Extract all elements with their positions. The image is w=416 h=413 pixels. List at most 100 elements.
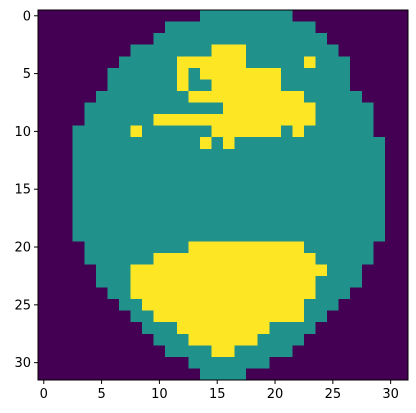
- heatmap-cell: [107, 33, 119, 45]
- heatmap-cell: [339, 357, 351, 369]
- heatmap-cell: [142, 264, 154, 276]
- heatmap-cell: [188, 322, 200, 334]
- heatmap-cell: [396, 288, 408, 300]
- heatmap-cell: [177, 22, 189, 34]
- heatmap-cell: [107, 334, 119, 346]
- heatmap-cell: [385, 126, 397, 138]
- heatmap-cell: [327, 264, 339, 276]
- heatmap-cell: [235, 230, 247, 242]
- heatmap-cell: [281, 276, 293, 288]
- heatmap-cell: [281, 160, 293, 172]
- heatmap-cell: [373, 114, 385, 126]
- heatmap-cell: [385, 160, 397, 172]
- heatmap-cell: [362, 10, 374, 22]
- heatmap-cell: [258, 218, 270, 230]
- heatmap-cell: [38, 22, 50, 34]
- heatmap-cell: [304, 264, 316, 276]
- heatmap-cell: [38, 357, 50, 369]
- heatmap-cell: [258, 45, 270, 57]
- heatmap-cell: [304, 10, 316, 22]
- heatmap-cell: [119, 368, 131, 380]
- heatmap-cell: [61, 137, 73, 149]
- heatmap-cell: [269, 288, 281, 300]
- heatmap-cell: [223, 22, 235, 34]
- heatmap-cell: [339, 114, 351, 126]
- heatmap-cell: [188, 91, 200, 103]
- heatmap-cell: [154, 334, 166, 346]
- heatmap-cell: [107, 230, 119, 242]
- heatmap-cell: [154, 345, 166, 357]
- heatmap-cell: [119, 10, 131, 22]
- heatmap-cell: [316, 288, 328, 300]
- heatmap-cell: [269, 183, 281, 195]
- heatmap-cell: [211, 276, 223, 288]
- heatmap-cell: [38, 183, 50, 195]
- heatmap-cell: [142, 322, 154, 334]
- heatmap-cell: [269, 91, 281, 103]
- heatmap-cell: [223, 137, 235, 149]
- heatmap-cell: [223, 195, 235, 207]
- heatmap-cell: [339, 56, 351, 68]
- heatmap-cell: [292, 288, 304, 300]
- heatmap-cell: [142, 126, 154, 138]
- heatmap-cell: [96, 91, 108, 103]
- heatmap-cell: [246, 91, 258, 103]
- heatmap-cell: [373, 357, 385, 369]
- heatmap-cell: [292, 195, 304, 207]
- heatmap-cell: [350, 10, 362, 22]
- heatmap-cell: [211, 91, 223, 103]
- heatmap-cell: [258, 345, 270, 357]
- heatmap-cell: [235, 114, 247, 126]
- heatmap-cell: [177, 79, 189, 91]
- heatmap-cell: [385, 45, 397, 57]
- heatmap-cell: [292, 137, 304, 149]
- heatmap-cell: [165, 126, 177, 138]
- heatmap-cell: [339, 288, 351, 300]
- heatmap-cell: [281, 137, 293, 149]
- heatmap-cell: [84, 264, 96, 276]
- heatmap-cell: [211, 207, 223, 219]
- heatmap-cell: [177, 91, 189, 103]
- heatmap-cell: [246, 241, 258, 253]
- heatmap-cell: [38, 33, 50, 45]
- heatmap-cell: [327, 288, 339, 300]
- heatmap-cell: [281, 149, 293, 161]
- heatmap-cell: [142, 311, 154, 323]
- x-tick-label: 15: [209, 387, 226, 402]
- heatmap-cell: [211, 288, 223, 300]
- heatmap-cell: [292, 241, 304, 253]
- heatmap-cell: [177, 288, 189, 300]
- heatmap-cell: [304, 195, 316, 207]
- heatmap-cell: [96, 33, 108, 45]
- heatmap-cell: [165, 91, 177, 103]
- heatmap-cell: [200, 357, 212, 369]
- heatmap-cell: [142, 79, 154, 91]
- heatmap-cell: [223, 10, 235, 22]
- heatmap-cell: [339, 149, 351, 161]
- heatmap-cell: [131, 91, 143, 103]
- heatmap-cell: [177, 253, 189, 265]
- heatmap-cell: [246, 149, 258, 161]
- heatmap-cell: [50, 357, 62, 369]
- heatmap-cell: [339, 264, 351, 276]
- heatmap-cell: [50, 10, 62, 22]
- heatmap-cell: [73, 230, 85, 242]
- heatmap-cell: [142, 10, 154, 22]
- heatmap-cell: [235, 33, 247, 45]
- heatmap-cell: [188, 195, 200, 207]
- heatmap-cell: [373, 79, 385, 91]
- heatmap-cell: [292, 68, 304, 80]
- heatmap-cell: [281, 22, 293, 34]
- heatmap-cell: [73, 91, 85, 103]
- heatmap-cell: [188, 172, 200, 184]
- heatmap-cell: [107, 218, 119, 230]
- heatmap-cell: [327, 368, 339, 380]
- heatmap-cell: [177, 195, 189, 207]
- heatmap-cell: [50, 334, 62, 346]
- heatmap-cell: [396, 45, 408, 57]
- heatmap-cell: [84, 103, 96, 115]
- heatmap-cell: [200, 56, 212, 68]
- heatmap-cell: [385, 33, 397, 45]
- heatmap-cell: [38, 45, 50, 57]
- heatmap-cell: [304, 368, 316, 380]
